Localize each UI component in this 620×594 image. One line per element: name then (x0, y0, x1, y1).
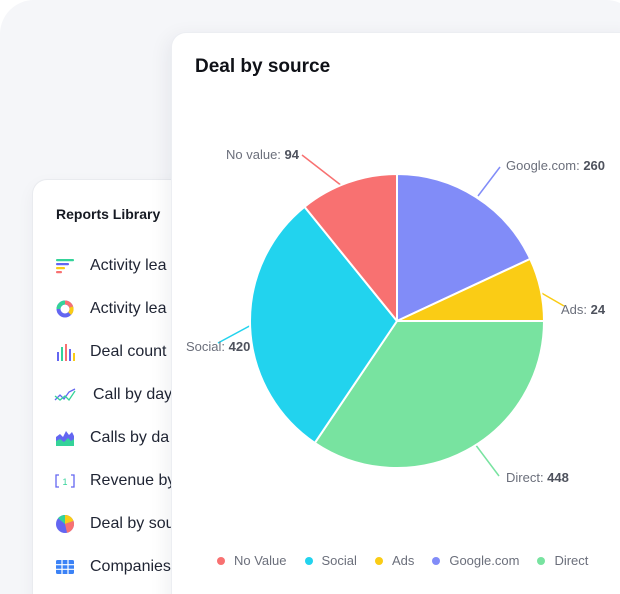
library-item-calls-by-day-area[interactable]: Calls by da (53, 425, 169, 451)
callout-no-value: No value: 94 (226, 147, 300, 162)
library-item-label: Activity lea (90, 257, 167, 274)
library-item-call-by-day[interactable]: Call by day (53, 382, 172, 408)
no-value-leader-line (301, 154, 343, 187)
library-item-label: Revenue by (90, 472, 176, 489)
pie-chart-icon (53, 513, 77, 535)
library-item-label: Deal count (90, 343, 167, 360)
google-leader-line (477, 166, 501, 197)
svg-text:1: 1 (62, 477, 67, 487)
bar-lines-icon (53, 255, 77, 277)
deal-by-source-card: Deal by source No value: 94 Google.com: … (172, 33, 620, 594)
callout-google: Google.com: 260 (506, 158, 606, 173)
legend-dot-icon (304, 556, 313, 565)
callout-direct: Direct: 448 (506, 470, 569, 485)
legend-dot-icon (432, 556, 441, 565)
library-item-label: Deal by sou (90, 515, 175, 532)
social-leader-line (217, 322, 256, 344)
legend-item-ads[interactable]: Ads (374, 553, 414, 568)
table-grid-icon (53, 556, 77, 578)
callout-social: Social: 420 (186, 339, 251, 354)
legend-dot-icon (217, 556, 225, 565)
legend-item-social[interactable]: Social (304, 553, 357, 568)
legend-dot-icon (537, 556, 546, 565)
number-bracket-icon: 1 (53, 470, 77, 492)
pie-chart (217, 154, 565, 477)
chart-legend: No Value Social Ads Google.com Direct (217, 553, 606, 568)
library-item-label: Call by day (93, 386, 173, 403)
line-chart-icon (53, 384, 77, 406)
donut-icon (53, 298, 77, 320)
library-item-revenue-by[interactable]: 1 Revenue by (53, 468, 175, 494)
area-chart-icon (53, 427, 77, 449)
chart-title: Deal by source (195, 56, 331, 77)
bar-chart-icon (53, 341, 77, 363)
library-item-companies[interactable]: Companies (53, 554, 171, 580)
legend-item-no-value[interactable]: No Value (217, 553, 287, 568)
slice-no-value[interactable] (303, 173, 398, 322)
library-item-activity-leaderboard-donut[interactable]: Activity lea (53, 296, 166, 322)
direct-leader-line (474, 443, 500, 477)
legend-dot-icon (374, 556, 383, 565)
library-item-deal-by-source[interactable]: Deal by sou (53, 511, 175, 537)
library-item-label: Activity lea (90, 300, 167, 317)
callout-ads: Ads: 24 (561, 302, 606, 317)
legend-item-google[interactable]: Google.com (432, 553, 519, 568)
slice-direct[interactable] (313, 320, 545, 470)
library-item-label: Calls by da (90, 429, 170, 446)
slice-google[interactable] (396, 173, 532, 322)
legend-item-direct[interactable]: Direct (537, 553, 588, 568)
library-item-label: Companies (90, 558, 171, 575)
slice-social[interactable] (249, 205, 398, 444)
library-item-activity-leaderboard-bars[interactable]: Activity lea (53, 253, 166, 279)
library-item-deal-count[interactable]: Deal count (53, 339, 167, 365)
reports-library-title: Reports Library (56, 206, 161, 222)
